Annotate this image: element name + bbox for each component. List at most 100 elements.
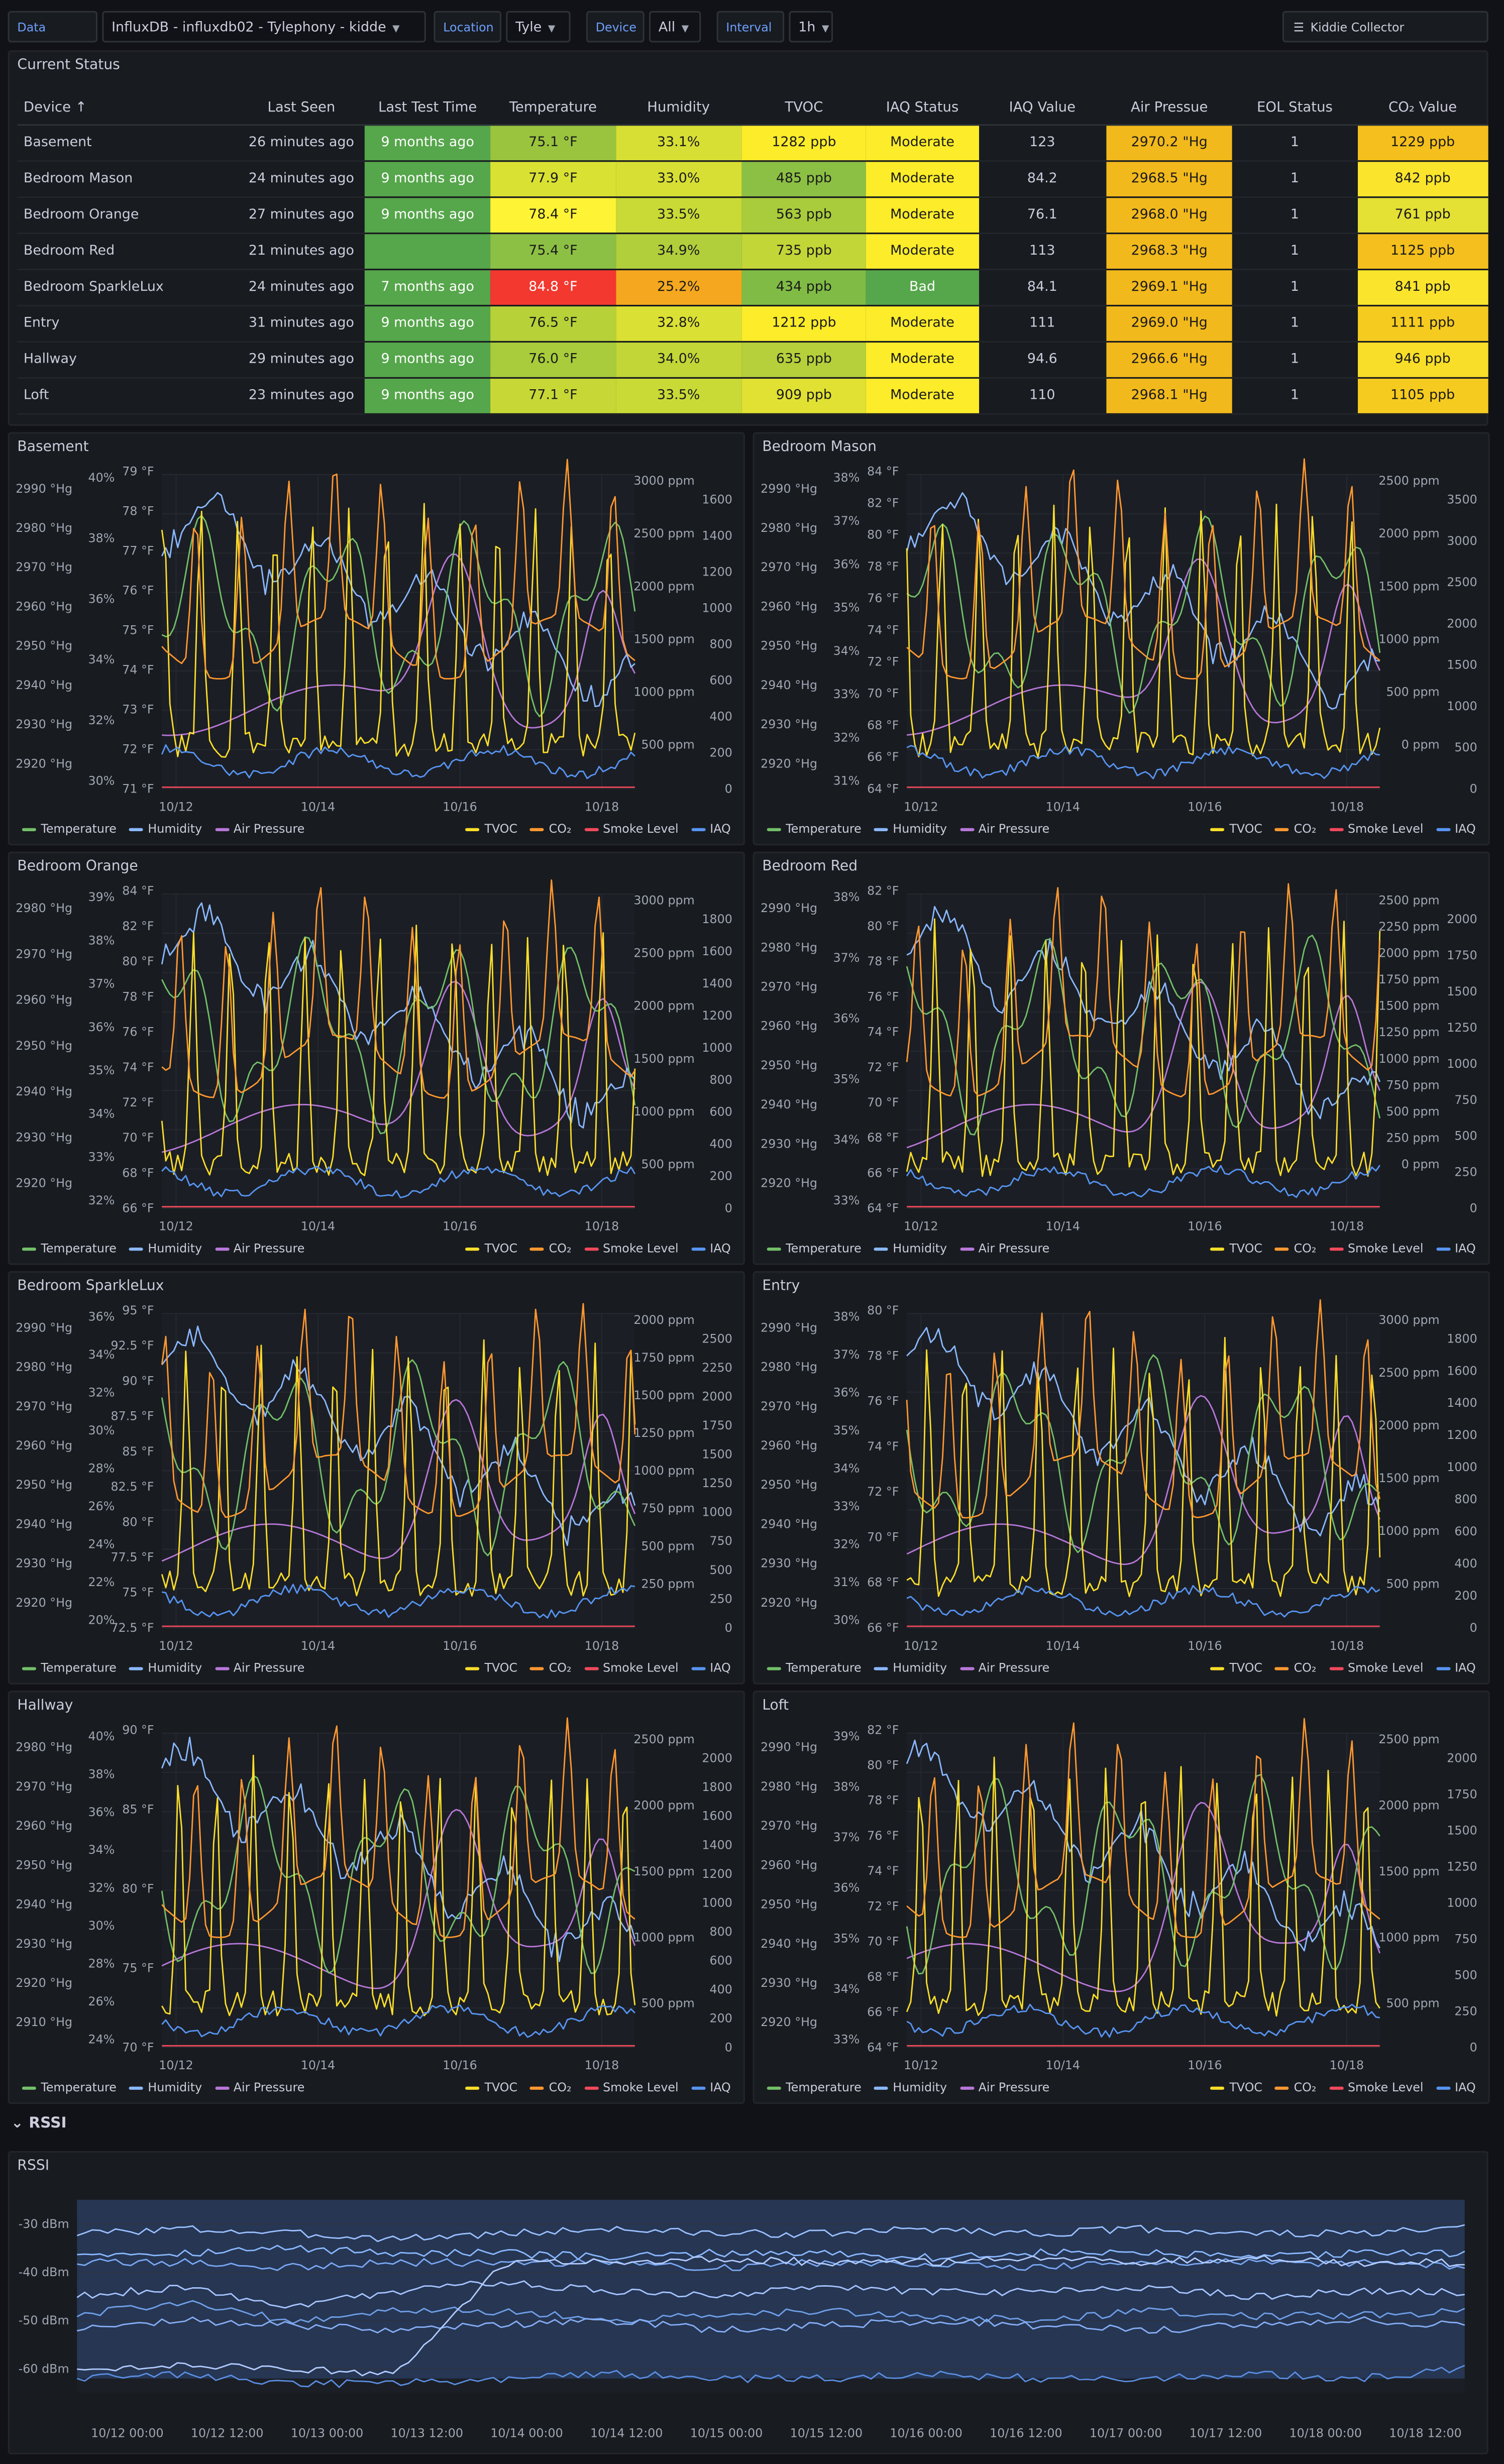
legend-item[interactable]: Humidity [129, 822, 202, 836]
legend-item[interactable]: CO₂ [530, 2080, 572, 2094]
legend-item[interactable]: Smoke Level [1329, 822, 1424, 836]
column-header[interactable]: CO₂ Value [1357, 92, 1488, 126]
legend-swatch [691, 828, 705, 831]
column-header[interactable]: Last Seen [238, 92, 365, 126]
legend-item[interactable]: Air Pressure [959, 822, 1049, 836]
table-row[interactable]: Entry 31 minutes ago 9 months ago 76.5 °F 32… [17, 305, 1488, 343]
iaq-tick-label: 200 [710, 2011, 732, 2026]
legend-item[interactable]: Humidity [874, 1661, 947, 1675]
timeseries-chart[interactable]: 2990 °Hg 2980 °Hg 2970 °Hg 2960 °Hg 2950 °Hg… [755, 433, 1488, 844]
legend-item[interactable]: Smoke Level [584, 1242, 679, 1256]
legend-item[interactable]: Temperature [767, 2080, 862, 2094]
location-select[interactable]: Tyle ▼ [506, 11, 571, 43]
x-tick-label: 10/16 [443, 2058, 477, 2072]
legend-item[interactable]: CO₂ [530, 1661, 572, 1675]
timeseries-chart[interactable]: 2990 °Hg 2980 °Hg 2970 °Hg 2960 °Hg 2950 °Hg… [10, 1273, 743, 1683]
legend-left: Temperature Humidity Air Pressure [767, 2080, 1062, 2094]
legend-item[interactable]: Temperature [767, 1242, 862, 1256]
column-header[interactable]: EOL Status [1232, 92, 1357, 126]
legend-item[interactable]: Air Pressure [959, 1242, 1049, 1256]
dashboards-button[interactable]: ☰Kiddie Collector Dashboards [1282, 11, 1488, 66]
column-header[interactable]: IAQ Status [866, 92, 979, 126]
legend-item[interactable]: Humidity [129, 2080, 202, 2094]
legend-item[interactable]: Temperature [22, 1242, 117, 1256]
legend-item[interactable]: Temperature [22, 2080, 117, 2094]
legend-item[interactable]: Air Pressure [959, 2080, 1049, 2094]
legend-item[interactable]: Smoke Level [584, 1661, 679, 1675]
legend-item[interactable]: Temperature [22, 822, 117, 836]
legend-item[interactable]: CO₂ [530, 822, 572, 836]
legend-item[interactable]: Air Pressure [959, 1661, 1049, 1675]
legend-item[interactable]: TVOC [1210, 822, 1262, 836]
legend-item[interactable]: CO₂ [1275, 2080, 1316, 2094]
timeseries-chart[interactable]: 2990 °Hg 2980 °Hg 2970 °Hg 2960 °Hg 2950 °Hg… [755, 1273, 1488, 1683]
legend-item[interactable]: TVOC [465, 822, 517, 836]
timeseries-chart[interactable]: 2990 °Hg 2980 °Hg 2970 °Hg 2960 °Hg 2950 °Hg… [10, 433, 743, 844]
datasource-select[interactable]: InfluxDB - influxdb02 - Tylephony - kidd… [102, 11, 426, 43]
column-header[interactable]: Air Pressue [1106, 92, 1233, 126]
table-row[interactable]: Loft 23 minutes ago 9 months ago 77.1 °F 33.… [17, 378, 1488, 415]
timeseries-chart[interactable]: 2980 °Hg 2970 °Hg 2960 °Hg 2950 °Hg 2940 °Hg… [10, 853, 743, 1264]
device-select[interactable]: All ▼ [649, 11, 701, 43]
legend-item[interactable]: Temperature [22, 1661, 117, 1675]
legend-item[interactable]: CO₂ [1275, 822, 1316, 836]
column-header[interactable]: Last Test Time [364, 92, 491, 126]
legend-item[interactable]: IAQ [1436, 1242, 1476, 1256]
column-header[interactable]: IAQ Value [978, 92, 1107, 126]
pressure-tick-label: 2910 °Hg [16, 2015, 72, 2029]
legend-item[interactable]: IAQ [1436, 2080, 1476, 2094]
legend-item[interactable]: Smoke Level [584, 2080, 679, 2094]
legend-item[interactable]: TVOC [465, 2080, 517, 2094]
legend-item[interactable]: Humidity [874, 822, 947, 836]
legend-item[interactable]: Humidity [874, 1242, 947, 1256]
table-row[interactable]: Basement 26 minutes ago 9 months ago 75.1 °… [17, 125, 1488, 162]
legend-item[interactable]: Humidity [129, 1242, 202, 1256]
legend-item[interactable]: TVOC [1210, 1242, 1262, 1256]
table-row[interactable]: Bedroom Red 21 minutes ago 75.4 °F 34.9% 735… [17, 233, 1488, 271]
column-header[interactable]: TVOC [741, 92, 867, 126]
legend-item[interactable]: Smoke Level [1329, 1661, 1424, 1675]
legend-item[interactable]: IAQ [691, 1661, 731, 1675]
legend-item[interactable]: Smoke Level [1329, 2080, 1424, 2094]
timeseries-chart[interactable]: 2990 °Hg 2980 °Hg 2970 °Hg 2960 °Hg 2950 °Hg… [755, 1692, 1488, 2102]
legend-item[interactable]: IAQ [691, 2080, 731, 2094]
legend-item[interactable]: CO₂ [1275, 1661, 1316, 1675]
legend-item[interactable]: IAQ [1436, 822, 1476, 836]
panel-title: RSSI [17, 2159, 50, 2175]
legend-swatch [129, 1248, 144, 1251]
legend-item[interactable]: CO₂ [1275, 1242, 1316, 1256]
column-header[interactable]: Device ↑ [17, 92, 239, 126]
table-row[interactable]: Hallway 29 minutes ago 9 months ago 76.0 °F… [17, 342, 1488, 379]
legend-item[interactable]: IAQ [1436, 1661, 1476, 1675]
legend-swatch [767, 828, 781, 831]
legend-item[interactable]: Humidity [874, 2080, 947, 2094]
legend-item[interactable]: Air Pressure [214, 2080, 304, 2094]
table-row[interactable]: Bedroom Mason 24 minutes ago 9 months ago 7… [17, 161, 1488, 198]
legend-item[interactable]: TVOC [465, 1242, 517, 1256]
table-row[interactable]: Bedroom Orange 27 minutes ago 9 months ago… [17, 197, 1488, 235]
timeseries-chart[interactable]: 2980 °Hg 2970 °Hg 2960 °Hg 2950 °Hg 2940 °Hg… [10, 1692, 743, 2102]
legend-item[interactable]: CO₂ [530, 1242, 572, 1256]
legend-item[interactable]: Air Pressure [214, 1661, 304, 1675]
legend-item[interactable]: IAQ [691, 1242, 731, 1256]
legend-item[interactable]: Humidity [129, 1661, 202, 1675]
legend-item[interactable]: Air Pressure [214, 1242, 304, 1256]
column-header[interactable]: Temperature [490, 92, 616, 126]
legend-item[interactable]: TVOC [465, 1661, 517, 1675]
legend-item[interactable]: Temperature [767, 822, 862, 836]
table-row[interactable]: Bedroom SparkleLux 24 minutes ago 7 months… [17, 269, 1488, 307]
legend-item[interactable]: TVOC [1210, 1661, 1262, 1675]
interval-select[interactable]: 1h ▼ [789, 11, 833, 43]
timeseries-chart[interactable]: 2990 °Hg 2980 °Hg 2970 °Hg 2960 °Hg 2950 °Hg… [755, 853, 1488, 1264]
legend-item[interactable]: TVOC [1210, 2080, 1262, 2094]
legend-item[interactable]: Smoke Level [1329, 1242, 1424, 1256]
legend-item[interactable]: Air Pressure [214, 822, 304, 836]
column-header[interactable]: Humidity [615, 92, 742, 126]
ppm-tick-label: 1000 ppm [1378, 632, 1439, 646]
rssi-chart[interactable]: -30 dBm -40 dBm -50 dBm -60 dBm 10/12 00:00 1… [10, 2153, 1487, 2453]
legend-item[interactable]: Smoke Level [584, 822, 679, 836]
ppm-tick-label: 500 ppm [1386, 1577, 1439, 1591]
legend-item[interactable]: Temperature [767, 1661, 862, 1675]
legend-item[interactable]: IAQ [691, 822, 731, 836]
row-toggle-rssi[interactable]: ⌄ RSSI [11, 2115, 67, 2132]
